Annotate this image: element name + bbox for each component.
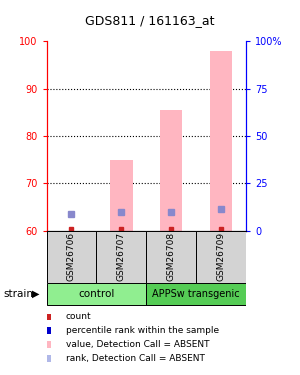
Text: GSM26709: GSM26709 — [217, 232, 226, 281]
Bar — [46, 283, 146, 305]
Bar — [46, 231, 96, 283]
Text: control: control — [78, 289, 115, 299]
Text: GSM26706: GSM26706 — [67, 232, 76, 281]
Bar — [210, 51, 232, 231]
Bar — [146, 231, 196, 283]
Text: rank, Detection Call = ABSENT: rank, Detection Call = ABSENT — [66, 354, 205, 363]
Bar — [196, 231, 246, 283]
Text: percentile rank within the sample: percentile rank within the sample — [66, 326, 219, 335]
Bar — [160, 110, 182, 231]
Text: ▶: ▶ — [32, 289, 39, 299]
Text: GSM26707: GSM26707 — [117, 232, 126, 281]
Text: APPSw transgenic: APPSw transgenic — [152, 289, 240, 299]
Text: count: count — [66, 312, 92, 321]
Text: GSM26708: GSM26708 — [167, 232, 176, 281]
Text: strain: strain — [3, 289, 33, 299]
Bar — [110, 160, 133, 231]
Bar — [97, 231, 146, 283]
Text: value, Detection Call = ABSENT: value, Detection Call = ABSENT — [66, 340, 209, 349]
Bar — [146, 283, 246, 305]
Text: GDS811 / 161163_at: GDS811 / 161163_at — [85, 14, 215, 27]
